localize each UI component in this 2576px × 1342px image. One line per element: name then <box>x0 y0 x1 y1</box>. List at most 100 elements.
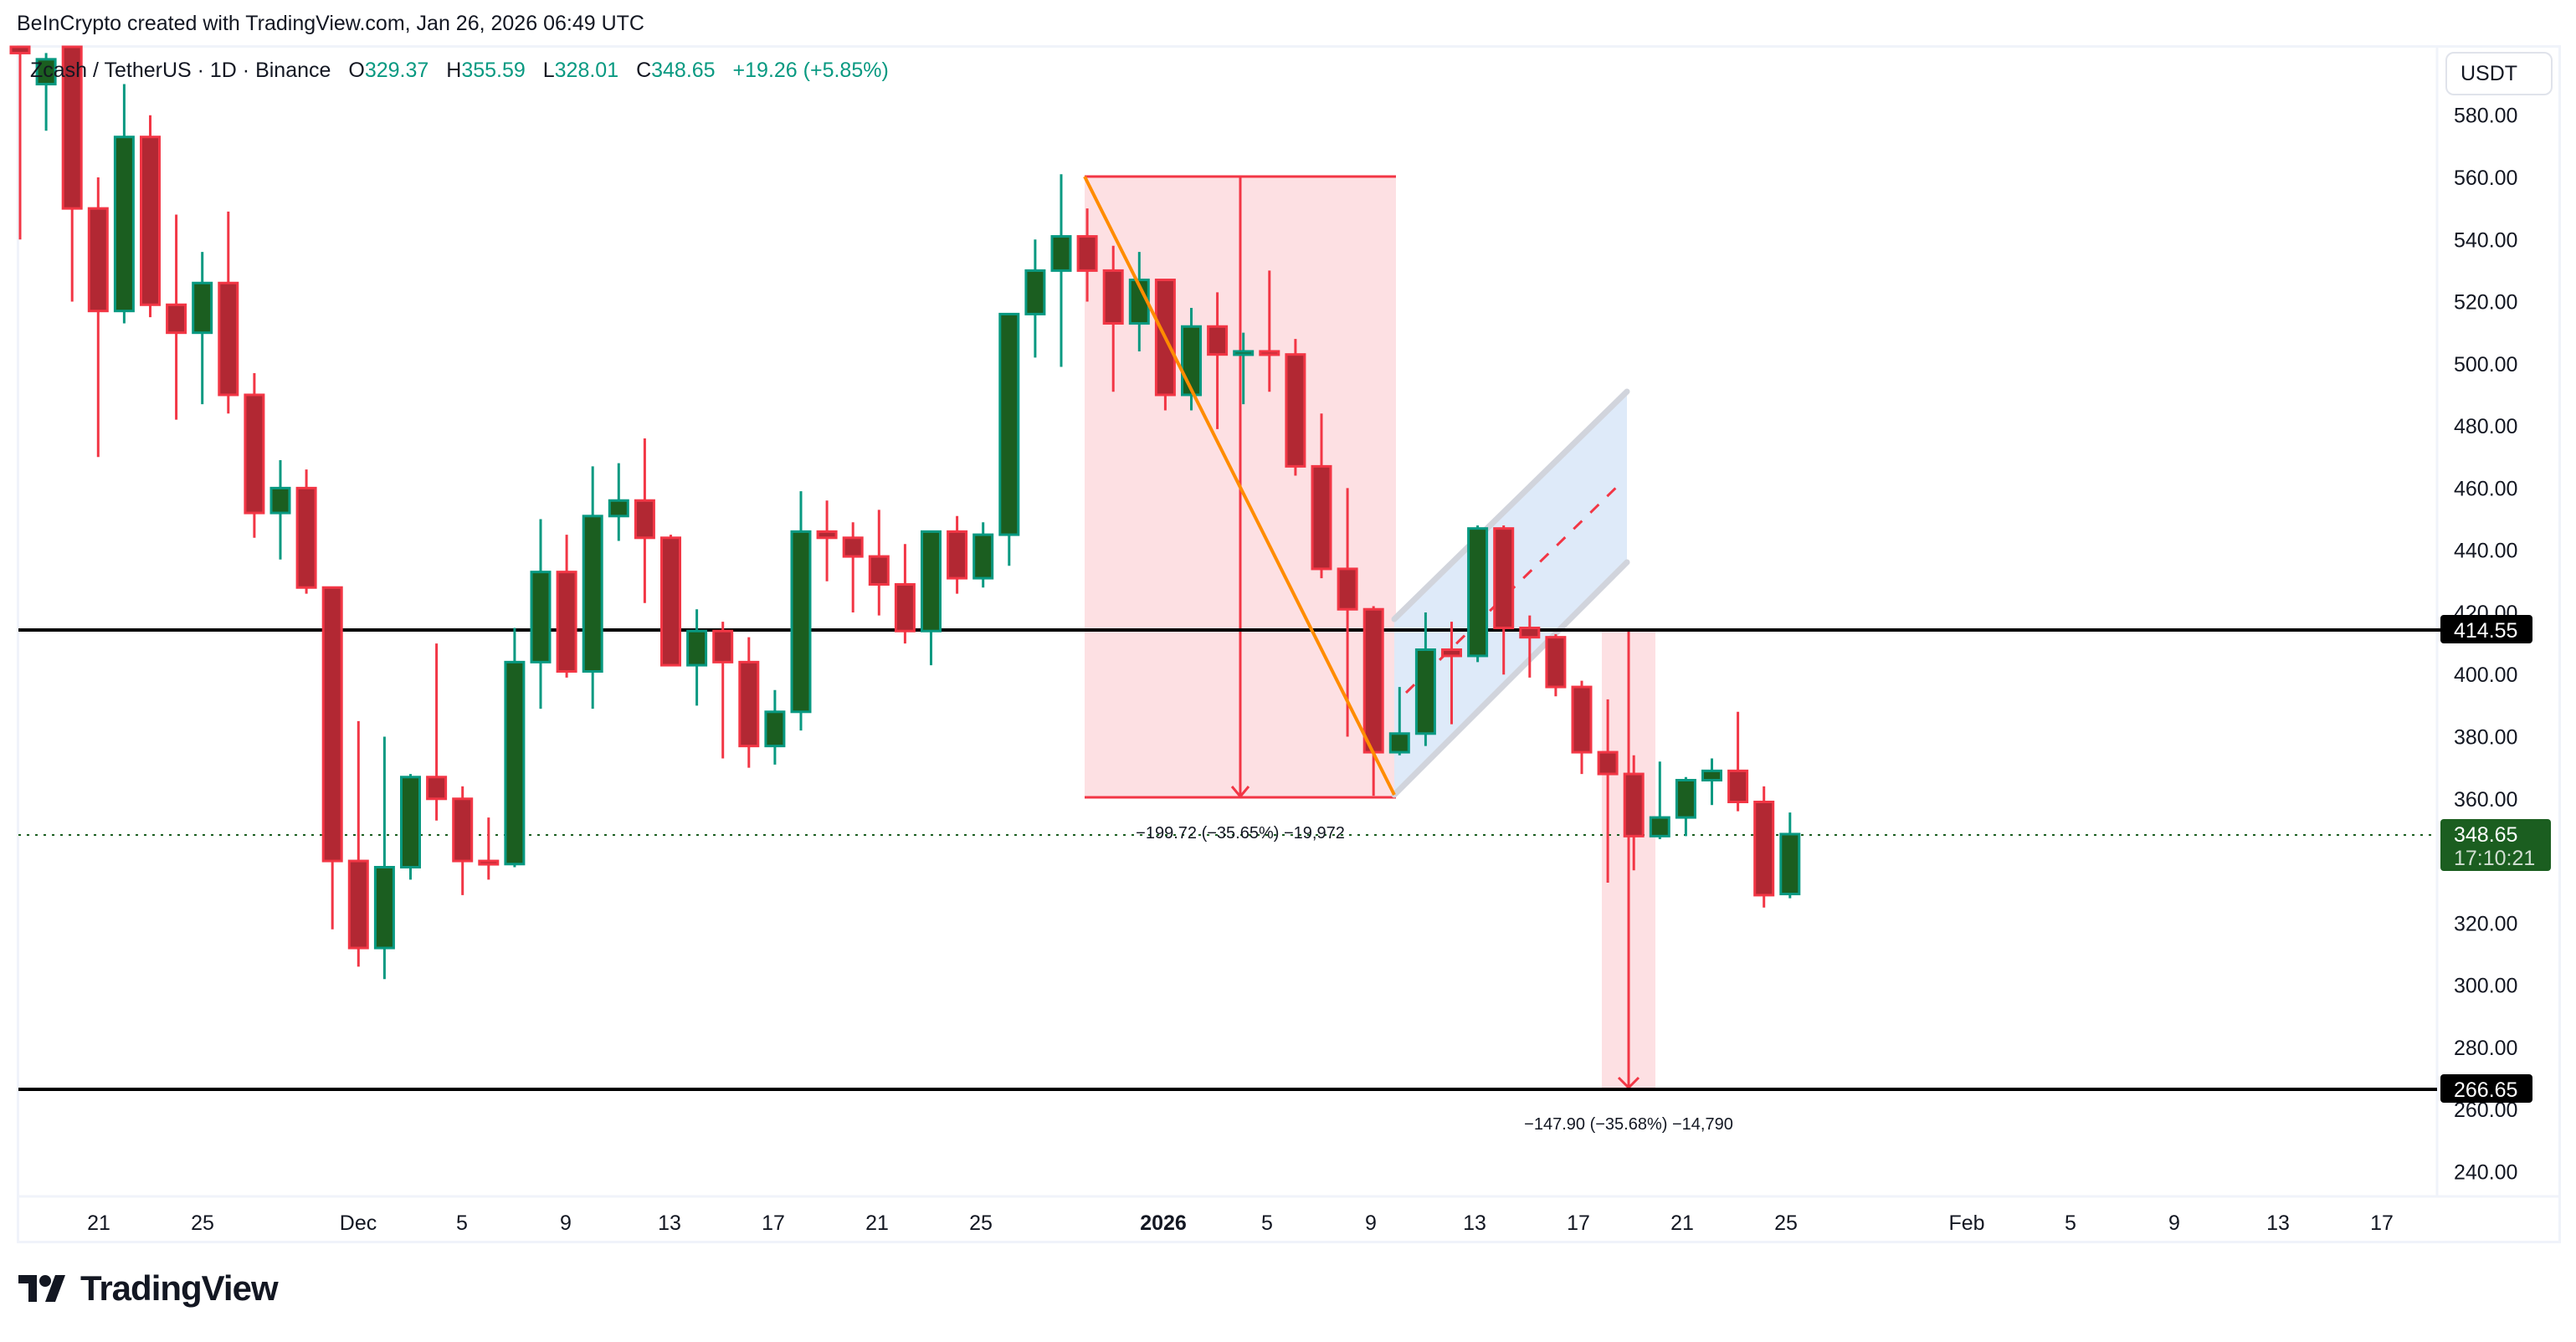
candle <box>87 207 109 313</box>
candle <box>1414 648 1436 735</box>
price-axis-label: 500.00 <box>2454 353 2517 376</box>
candle <box>347 859 369 950</box>
currency-button[interactable]: USDT <box>2445 52 2553 95</box>
candle <box>478 859 500 866</box>
candle <box>295 486 317 589</box>
svg-text:266.65: 266.65 <box>2454 1078 2517 1102</box>
low-label: L <box>542 59 555 82</box>
high-label: H <box>446 59 462 82</box>
change-value: +19.26 (+5.85%) <box>732 59 889 82</box>
candle <box>686 629 708 667</box>
price-axis-label: 460.00 <box>2454 477 2517 500</box>
symbol-legend: Zcash / TetherUS · 1D · Binance O329.37 … <box>30 59 889 83</box>
candle <box>1545 636 1567 689</box>
time-axis-label: 5 <box>2065 1211 2076 1235</box>
time-axis-label: 13 <box>658 1211 681 1235</box>
measure-label-2: −147.90 (−35.68%) −14,790 <box>1524 1115 1733 1134</box>
time-axis-label: 13 <box>2266 1211 2290 1235</box>
price-axis-label: 300.00 <box>2454 975 2517 998</box>
time-axis-label: 25 <box>191 1211 214 1235</box>
candle <box>998 312 1020 536</box>
candle <box>764 710 786 748</box>
tradingview-logo[interactable]: TradingView <box>18 1268 279 1309</box>
candle <box>504 660 526 866</box>
candle <box>400 776 421 868</box>
candle <box>452 797 474 863</box>
time-axis-label: 9 <box>560 1211 572 1235</box>
time-axis-label: 17 <box>1567 1211 1590 1235</box>
price-axis-label: 360.00 <box>2454 788 2517 812</box>
candle <box>556 571 577 674</box>
time-axis-label: 9 <box>1365 1211 1377 1235</box>
tradingview-logo-icon <box>18 1275 65 1302</box>
candle <box>842 536 864 558</box>
candle <box>140 136 161 306</box>
candle <box>634 499 655 540</box>
candle <box>582 515 603 674</box>
candle <box>1753 800 1775 897</box>
candle <box>1362 607 1384 754</box>
svg-text:348.65: 348.65 <box>2454 823 2517 847</box>
candle <box>1024 269 1046 315</box>
candle <box>1388 732 1410 754</box>
time-axis-label: 2026 <box>1140 1211 1187 1235</box>
candle <box>61 45 83 210</box>
candle <box>790 530 812 714</box>
price-axis-label: 520.00 <box>2454 291 2517 315</box>
close-value: 348.65 <box>651 59 716 82</box>
price-axis-label: 580.00 <box>2454 105 2517 128</box>
candle <box>113 136 135 313</box>
tradingview-logo-text: TradingView <box>80 1268 279 1308</box>
candle <box>868 555 890 586</box>
time-axis[interactable]: 21 25 Dec 5 9 13 17 21 25 2026 5 9 13 17 21 25 Feb 5 9 13 17 <box>87 1211 2394 1235</box>
time-axis-label: 25 <box>1774 1211 1798 1235</box>
candle <box>1779 832 1801 896</box>
trendline[interactable] <box>1083 176 1396 796</box>
candle <box>972 533 994 580</box>
time-axis-label: Feb <box>1948 1211 1984 1235</box>
price-axis-label: 240.00 <box>2454 1160 2517 1184</box>
candle <box>1337 567 1358 611</box>
candle <box>816 530 838 540</box>
time-axis-label: 5 <box>456 1211 468 1235</box>
last-price-tag: 348.65 17:10:21 <box>2440 819 2551 871</box>
time-axis-label: 25 <box>969 1211 993 1235</box>
time-axis-label: 21 <box>87 1211 110 1235</box>
candle <box>712 629 734 663</box>
price-axis-label: 540.00 <box>2454 228 2517 252</box>
candle <box>1493 527 1515 630</box>
time-axis-label: 5 <box>1261 1211 1273 1235</box>
candlestick-series <box>9 45 1801 980</box>
measure-tool-2[interactable] <box>1602 629 1655 1090</box>
candle <box>894 583 916 633</box>
candle <box>1181 325 1202 397</box>
candle <box>9 45 31 54</box>
price-axis-label: 280.00 <box>2454 1037 2517 1060</box>
candle <box>166 303 187 335</box>
measure-label-1: −199.72 (−35.65%) −19,972 <box>1136 824 1345 843</box>
symbol-name[interactable]: Zcash / TetherUS · 1D · Binance <box>30 59 331 82</box>
candle <box>426 776 448 801</box>
price-axis[interactable]: 580.00 560.00 540.00 520.00 500.00 480.00 460.… <box>2454 105 2517 1185</box>
candle <box>1233 350 1255 356</box>
low-value: 328.01 <box>554 59 619 82</box>
candle <box>660 536 681 667</box>
candle <box>1649 816 1670 837</box>
time-axis-label: 13 <box>1463 1211 1486 1235</box>
candle <box>1727 769 1749 803</box>
high-value: 355.59 <box>461 59 526 82</box>
open-value: 329.37 <box>364 59 429 82</box>
candle <box>321 586 343 863</box>
candle <box>244 393 265 515</box>
svg-text:414.55: 414.55 <box>2454 619 2517 643</box>
time-axis-label: 17 <box>762 1211 785 1235</box>
candle <box>1102 269 1124 325</box>
price-axis-label: 380.00 <box>2454 726 2517 750</box>
candle <box>35 58 57 86</box>
support-price-tag: 266.65 <box>2440 1074 2532 1103</box>
price-axis-label: 480.00 <box>2454 415 2517 438</box>
candle <box>1701 769 1722 781</box>
candle <box>1441 648 1462 658</box>
chart-frame <box>17 45 2561 1243</box>
